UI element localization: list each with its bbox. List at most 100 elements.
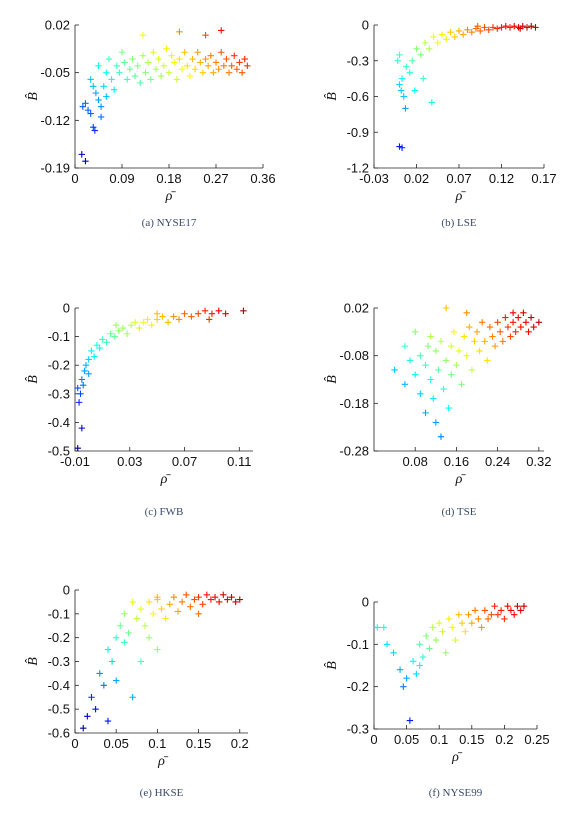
data-point: [427, 376, 434, 383]
data-point: [510, 611, 518, 618]
data-point: [462, 628, 469, 635]
data-point: [478, 624, 485, 631]
data-point: [436, 619, 443, 627]
data-point: [191, 596, 198, 603]
data-point: [515, 314, 522, 321]
data-point: [491, 342, 499, 350]
data-point: [92, 89, 100, 97]
data-point: [81, 367, 88, 375]
data-point: [244, 62, 251, 70]
data-point: [455, 27, 463, 35]
data-point: [477, 27, 484, 35]
data-point: [203, 591, 211, 598]
x-tick-label: 0: [71, 736, 78, 751]
data-point: [87, 110, 94, 117]
data-point: [390, 649, 397, 656]
data-point: [455, 611, 462, 618]
data-point: [133, 615, 140, 622]
data-point: [432, 347, 440, 355]
data-point: [532, 24, 539, 31]
x-axis-label: ρ̄: [451, 750, 463, 765]
data-point: [437, 338, 445, 345]
data-point: [509, 319, 517, 326]
data-point: [220, 591, 227, 598]
data-point: [465, 611, 472, 618]
data-point: [398, 75, 406, 82]
y-tick-label: 0: [63, 301, 70, 316]
data-point: [468, 366, 476, 374]
data-point: [141, 622, 149, 629]
data-point: [208, 310, 216, 317]
x-tick-label: 0.07: [446, 171, 471, 186]
data-point: [396, 81, 403, 88]
data-point: [145, 634, 153, 641]
data-point: [121, 610, 128, 618]
data-point: [153, 310, 161, 317]
data-point: [522, 319, 530, 326]
data-point: [497, 607, 505, 614]
data-point: [174, 608, 182, 615]
data-point: [241, 55, 248, 63]
data-point: [204, 62, 212, 70]
y-axis-label: B̂: [25, 92, 41, 101]
data-point: [78, 424, 86, 432]
data-point: [401, 342, 409, 350]
data-point: [426, 645, 433, 652]
x-axis-label: ρ̄: [455, 189, 467, 204]
data-point: [215, 598, 223, 606]
x-tick-label: 0.16: [444, 454, 469, 469]
y-tick-label: -0.6: [347, 89, 369, 104]
y-tick-label: -0.5: [48, 444, 70, 459]
data-point: [489, 24, 497, 31]
data-point: [530, 323, 537, 331]
axis-lines: [373, 308, 544, 452]
x-tick-label: 0.05: [104, 736, 129, 751]
data-point: [396, 51, 403, 58]
data-point: [121, 59, 128, 66]
y-tick-label: -0.1: [48, 606, 70, 621]
data-point: [164, 319, 172, 326]
data-point: [380, 624, 387, 631]
x-tick-label: 0.11: [227, 454, 251, 469]
data-point: [140, 319, 147, 326]
data-point: [215, 307, 222, 315]
data-point: [134, 62, 141, 70]
data-point: [205, 316, 213, 323]
x-tick-label: 0.2: [231, 736, 249, 751]
axis-lines: [74, 308, 253, 452]
data-point: [374, 624, 381, 631]
data-point: [82, 362, 90, 369]
data-point: [400, 683, 407, 690]
data-point: [489, 333, 496, 340]
data-point: [517, 25, 524, 32]
y-axis-label: B̂: [25, 375, 41, 384]
data-point: [442, 649, 449, 656]
data-point: [504, 323, 512, 331]
data-point: [481, 607, 489, 614]
x-tick-label: 0.36: [250, 171, 275, 186]
data-point: [402, 105, 409, 112]
data-point: [178, 598, 186, 606]
data-point: [195, 310, 202, 317]
panel-4: 0.08 0.16 0.24 0.32 0.02 -0.08 -0.18 -0.28 ρ̄ B̂ (…: [324, 301, 552, 519]
data-point: [497, 328, 504, 336]
panel-2: -0.03 0.02 0.07 0.12 0.17 0 -0.3 -0.6 -0.9 -1.2 ρ̄…: [324, 18, 557, 230]
data-point: [451, 33, 458, 41]
data-point: [484, 615, 492, 623]
data-point: [426, 45, 433, 53]
data-point: [428, 99, 435, 106]
data-point: [144, 59, 152, 66]
data-point: [236, 596, 243, 603]
data-point: [422, 362, 429, 369]
data-point: [176, 28, 183, 36]
data-point: [77, 390, 84, 397]
data-point: [501, 615, 508, 623]
data-point: [220, 62, 228, 70]
x-tick-label: 0.09: [109, 171, 134, 186]
data-point: [129, 55, 136, 63]
data-point: [194, 49, 201, 56]
data-point: [201, 307, 209, 315]
data-point: [419, 653, 427, 661]
data-point: [148, 321, 155, 329]
data-point: [224, 596, 231, 603]
